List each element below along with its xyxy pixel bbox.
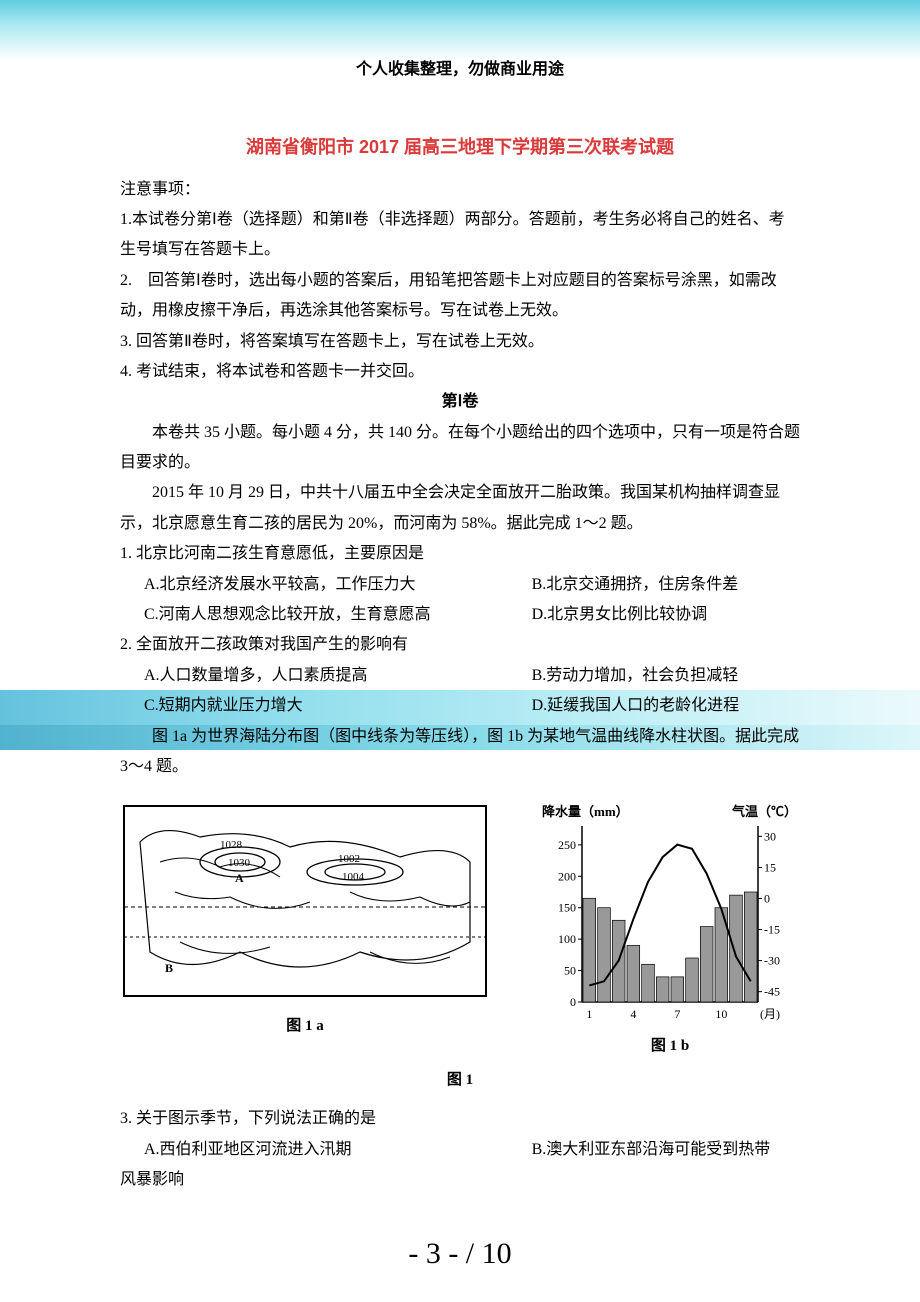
instruction-2: 2. 回答第Ⅰ卷时，选出每小题的答案后，用铅笔把答题卡上对应题目的答案标号涂黑，…: [120, 266, 800, 327]
instructions-header: 注意事项：: [120, 175, 800, 205]
q1-option-c: C.河南人思想观念比较开放，生育意愿高: [120, 600, 508, 630]
q1-row1: A.北京经济发展水平较高，工作压力大 B.北京交通拥挤，住房条件差: [120, 570, 800, 600]
header-note: 个人收集整理，勿做商业用途: [120, 55, 800, 85]
svg-text:气温（℃）: 气温（℃）: [732, 804, 797, 819]
svg-text:10: 10: [715, 1007, 727, 1021]
svg-text:200: 200: [558, 870, 576, 884]
svg-text:1: 1: [586, 1007, 592, 1021]
svg-text:降水量（mm）: 降水量（mm）: [542, 804, 629, 819]
exam-title: 湖南省衡阳市 2017 届高三地理下学期第三次联考试题: [120, 130, 800, 164]
q3-option-b: B.澳大利亚东部沿海可能受到热带: [508, 1135, 800, 1165]
figure-1b-chart: 降水量（mm） 气温（℃） 0 50 100 150 200 250 -45 -30 -15 0 15 3…: [540, 802, 800, 1032]
svg-text:30: 30: [764, 830, 776, 844]
figure-1b-caption: 图 1 b: [540, 1032, 800, 1061]
q1-option-d: D.北京男女比例比较协调: [508, 600, 800, 630]
q1-option-b: B.北京交通拥挤，住房条件差: [508, 570, 800, 600]
q3-continuation: 风暴影响: [120, 1165, 800, 1195]
q1-row2: C.河南人思想观念比较开放，生育意愿高 D.北京男女比例比较协调: [120, 600, 800, 630]
svg-text:7: 7: [674, 1007, 680, 1021]
isobar-1030: 1030: [228, 857, 251, 869]
q2-option-b: B.劳动力增加，社会负担减轻: [508, 661, 800, 691]
svg-text:-15: -15: [764, 923, 780, 937]
isobar-1028: 1028: [220, 839, 243, 851]
svg-text:150: 150: [558, 901, 576, 915]
svg-text:15: 15: [764, 861, 776, 875]
passage-1: 2015 年 10 月 29 日，中共十八届五中全会决定全面放开二胎政策。我国某…: [120, 478, 800, 539]
svg-text:-30: -30: [764, 954, 780, 968]
q2-option-c: C.短期内就业压力增大: [120, 691, 508, 721]
q3-row1: A.西伯利亚地区河流进入汛期 B.澳大利亚东部沿海可能受到热带: [120, 1135, 800, 1165]
passage-2: 图 1a 为世界海陆分布图（图中线条为等压线），图 1b 为某地气温曲线降水柱状…: [120, 722, 800, 783]
svg-text:50: 50: [564, 964, 576, 978]
q2-row1: A.人口数量增多，人口素质提高 B.劳动力增加，社会负担减轻: [120, 661, 800, 691]
svg-text:0: 0: [764, 892, 770, 906]
page-content: 个人收集整理，勿做商业用途 湖南省衡阳市 2017 届高三地理下学期第三次联考试…: [0, 0, 920, 1236]
question-2: 2. 全面放开二孩政策对我国产生的影响有: [120, 630, 800, 660]
figure-1a-map: 1028 1030 1002 1004 A B: [120, 802, 490, 1012]
section-title: 第Ⅰ卷: [120, 387, 800, 417]
question-1: 1. 北京比河南二孩生育意愿低，主要原因是: [120, 539, 800, 569]
svg-text:100: 100: [558, 933, 576, 947]
instruction-3: 3. 回答第Ⅱ卷时，将答案填写在答题卡上，写在试卷上无效。: [120, 327, 800, 357]
svg-text:-45: -45: [764, 985, 780, 999]
section-intro: 本卷共 35 小题。每小题 4 分，共 140 分。在每个小题给出的四个选项中，…: [120, 418, 800, 479]
figure-1b-wrap: 降水量（mm） 气温（℃） 0 50 100 150 200 250 -45 -30 -15 0 15 3…: [540, 802, 800, 1061]
svg-text:0: 0: [570, 995, 576, 1009]
instruction-4: 4. 考试结束，将本试卷和答题卡一并交回。: [120, 357, 800, 387]
figure-row: 1028 1030 1002 1004 A B 图 1 a 降水量（mm）气温（…: [120, 802, 800, 1061]
marker-b: B: [165, 961, 173, 975]
question-3: 3. 关于图示季节，下列说法正确的是: [120, 1104, 800, 1134]
svg-text:(月): (月): [760, 1007, 780, 1021]
svg-text:250: 250: [558, 838, 576, 852]
q2-option-d: D.延缓我国人口的老龄化进程: [508, 691, 800, 721]
instruction-1: 1.本试卷分第Ⅰ卷（选择题）和第Ⅱ卷（非选择题）两部分。答题前，考生务必将自己的…: [120, 205, 800, 266]
svg-text:4: 4: [630, 1007, 636, 1021]
figure-1a-wrap: 1028 1030 1002 1004 A B 图 1 a: [120, 802, 490, 1041]
q3-option-a: A.西伯利亚地区河流进入汛期: [120, 1135, 508, 1165]
q2-option-a: A.人口数量增多，人口素质提高: [120, 661, 508, 691]
figure-1a-caption: 图 1 a: [120, 1012, 490, 1041]
q2-row2: C.短期内就业压力增大 D.延缓我国人口的老龄化进程: [120, 691, 800, 721]
marker-a: A: [235, 871, 244, 885]
q1-option-a: A.北京经济发展水平较高，工作压力大: [120, 570, 508, 600]
isobar-1002: 1002: [338, 853, 360, 865]
figure-combined-caption: 图 1: [120, 1066, 800, 1095]
isobar-1004: 1004: [342, 871, 365, 883]
